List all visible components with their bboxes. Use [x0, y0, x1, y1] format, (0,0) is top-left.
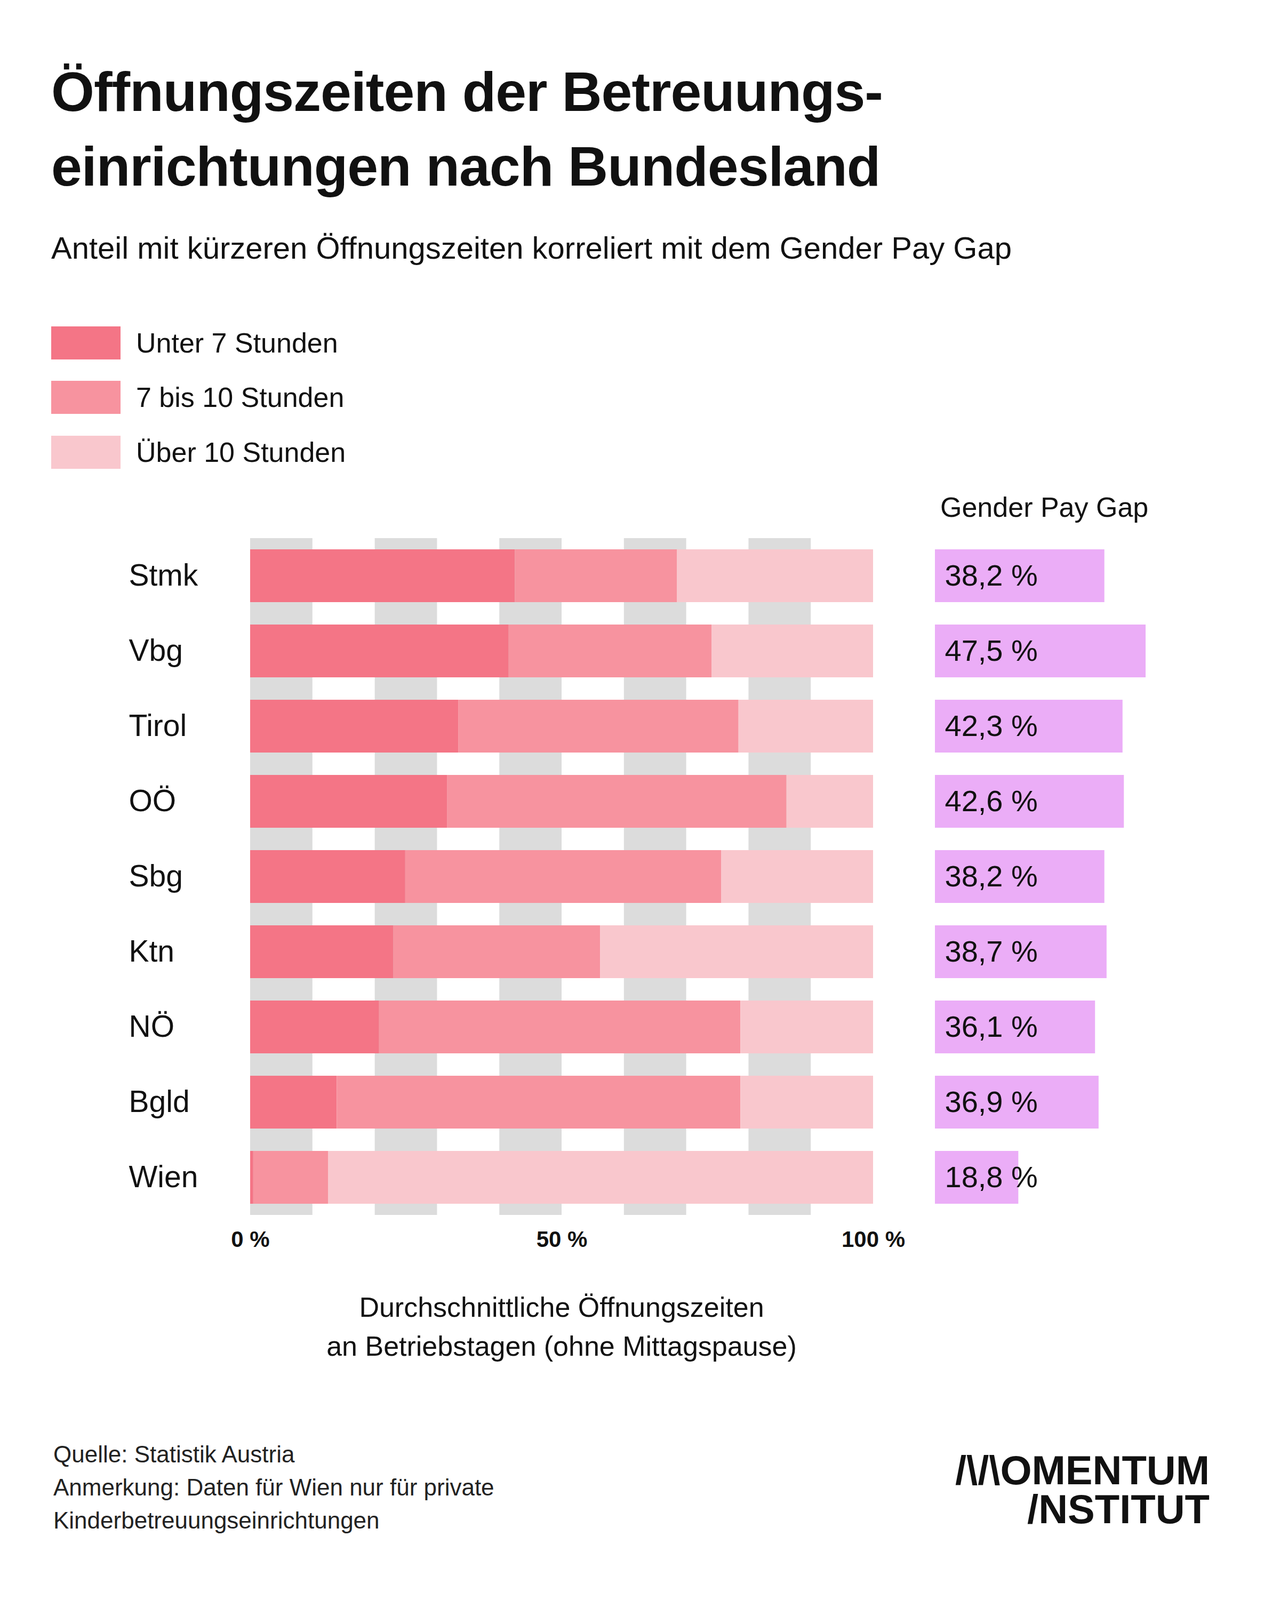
- html-text:7 bis 10 Stunden: 7 bis 10 Stunden: [136, 381, 345, 413]
- svg-text:NÖ: NÖ: [129, 1009, 175, 1044]
- html-text:Öffnungszeiten der Betreuungs-: Öffnungszeiten der Betreuungs- einrichtu…: [51, 60, 883, 198]
- svg-text:Sbg: Sbg: [129, 858, 183, 893]
- svg-text:18,8 %: 18,8 %: [945, 1160, 1038, 1194]
- svg-text:Stmk: Stmk: [129, 557, 199, 592]
- html-text:Gender Pay Gap: Gender Pay Gap: [940, 491, 1149, 523]
- svg-text:Tirol: Tirol: [129, 708, 188, 743]
- html-text:/\/\OMENTUM /NSTITUT: /\/\OMENTUM /NSTITUT: [955, 1447, 1210, 1532]
- svg-text:100 %: 100 %: [841, 1226, 906, 1252]
- svg-text:Bgld: Bgld: [129, 1084, 190, 1119]
- svg-text:38,7 %: 38,7 %: [945, 934, 1038, 968]
- html-text:Quelle: Statistik Austria Anme: Quelle: Statistik Austria Anmerkung: Dat…: [53, 1441, 495, 1534]
- svg-text:50 %: 50 %: [536, 1226, 588, 1252]
- svg-text:36,1 %: 36,1 %: [945, 1009, 1038, 1044]
- html-text:Durchschnittliche Öffnungszeit: Durchschnittliche Öffnungszeiten an Betr…: [326, 1291, 797, 1362]
- html-text:Über 10 Stunden: Über 10 Stunden: [136, 436, 346, 468]
- svg-text:38,2 %: 38,2 %: [945, 859, 1038, 893]
- svg-text:Vbg: Vbg: [129, 633, 183, 668]
- svg-text:42,6 %: 42,6 %: [945, 784, 1038, 818]
- svg-text:0 %: 0 %: [230, 1226, 270, 1252]
- svg-text:OÖ: OÖ: [129, 783, 177, 818]
- svg-text:36,9 %: 36,9 %: [945, 1084, 1038, 1119]
- svg-text:42,3 %: 42,3 %: [945, 708, 1038, 743]
- html-text:Anteil mit kürzeren Öffnungsze: Anteil mit kürzeren Öffnungszeiten korre…: [51, 230, 1012, 266]
- svg-text:Wien: Wien: [129, 1159, 199, 1194]
- html-text:Unter 7 Stunden: Unter 7 Stunden: [136, 327, 338, 359]
- svg-text:47,5 %: 47,5 %: [945, 633, 1038, 668]
- svg-text:Ktn: Ktn: [129, 933, 175, 968]
- svg-text:38,2 %: 38,2 %: [945, 558, 1038, 592]
